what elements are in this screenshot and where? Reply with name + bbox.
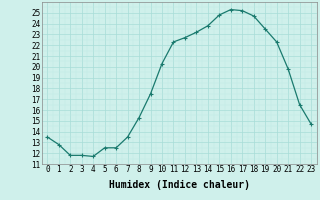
X-axis label: Humidex (Indice chaleur): Humidex (Indice chaleur) bbox=[109, 180, 250, 190]
